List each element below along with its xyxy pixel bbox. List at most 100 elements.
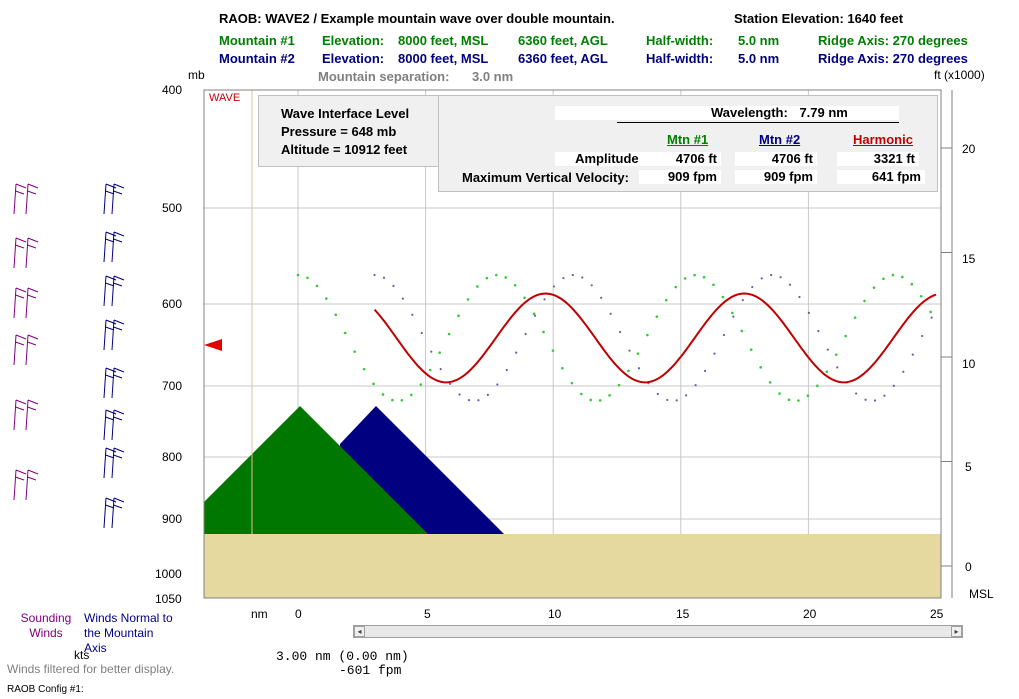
- interface-level-arrow: [204, 339, 222, 351]
- mtn1-wave-dot: [391, 398, 394, 402]
- wind-barb-flag: [105, 183, 117, 189]
- wind-barb-flag: [105, 367, 117, 373]
- wind-barb-flag: [113, 183, 125, 189]
- wind-barb-flag: [15, 244, 25, 249]
- mtn1-wave-dot: [296, 273, 300, 277]
- horizontal-scrollbar[interactable]: ◂ ▸: [353, 625, 963, 638]
- wind-barb-staff: [111, 275, 115, 307]
- wind-barb-flag: [15, 399, 27, 405]
- wind-barb-flag: [15, 406, 25, 411]
- wind-barb-flag: [27, 406, 37, 411]
- mtn2-wave-dot: [382, 276, 386, 279]
- mtn2-wave-dot: [656, 392, 659, 396]
- mtn2-wave-dot: [467, 399, 471, 402]
- wind-barb-flag: [113, 231, 125, 237]
- normal-winds-legend: Winds Normal to the Mountain Axis: [84, 611, 173, 655]
- wind-barb-flag: [105, 504, 115, 509]
- mtn1-wave-dot: [372, 382, 375, 386]
- mtn2-wave-dot: [675, 399, 678, 402]
- mtn2-wave-dot: [458, 393, 461, 396]
- mtn2-wave-dot: [873, 399, 877, 402]
- wind-barb-flag: [113, 416, 123, 421]
- x-tick-0: 0: [295, 607, 302, 621]
- pressure-tick-1000: 1000: [155, 567, 182, 581]
- mtn2-wave-dot: [694, 384, 697, 387]
- pressure-unit-label: mb: [188, 68, 205, 82]
- separation-value: 3.0 nm: [472, 69, 514, 84]
- mtn2-wave-dot: [562, 276, 565, 280]
- pressure-tick-600: 600: [162, 297, 183, 311]
- mtn1-wave-dot: [816, 384, 819, 388]
- vv-mtn2: 909 fpm: [735, 170, 817, 184]
- mtn2-wave-dot: [902, 370, 905, 373]
- mtn1-ridge-axis: Ridge Axis: 270 degrees: [818, 33, 968, 48]
- pressure-tick-700: 700: [162, 379, 183, 393]
- wind-barb-flag: [15, 341, 25, 346]
- wind-barb-flag: [105, 497, 117, 503]
- mtn1-wave-dot: [381, 393, 385, 396]
- wind-barb-staff: [25, 399, 29, 431]
- mtn1-wave-dot: [778, 392, 781, 395]
- mtn2-wave-dot: [930, 316, 933, 319]
- pressure-tick-400: 400: [162, 83, 183, 97]
- altitude-tick-0: 0: [965, 560, 972, 574]
- mtn1-wave-dot: [504, 276, 508, 279]
- mtn2-wave-dot: [855, 392, 858, 395]
- mtn1-wave-dot: [797, 399, 800, 402]
- normal-wind-barbs: [103, 183, 125, 529]
- x-tick-10: 10: [548, 607, 562, 621]
- wind-barb-flag: [15, 183, 27, 189]
- mtn1-wave-dot: [721, 295, 725, 299]
- wind-barb-staff: [111, 319, 115, 351]
- wind-barb-flag: [105, 416, 115, 421]
- mtn1-wave-dot: [646, 333, 649, 337]
- mtn1-wave-dot: [589, 398, 593, 402]
- mtn1-msl: 8000 feet, MSL: [398, 33, 489, 48]
- wind-barb-flag: [113, 454, 123, 459]
- wind-barb-flag: [27, 469, 39, 475]
- wind-barb-flag: [105, 275, 117, 281]
- mtn1-wave-dot: [598, 399, 602, 402]
- mtn1-halfwidth-label: Half-width:: [646, 33, 714, 48]
- mtn1-wave-dot: [768, 381, 772, 384]
- station-elevation: Station Elevation: 1640 feet: [734, 11, 904, 26]
- mtn2-wave-dot: [722, 333, 726, 337]
- mtn2-wave-dot: [401, 297, 404, 300]
- mtn2-name: Mountain #2: [219, 51, 295, 66]
- wind-barb-flag: [27, 237, 39, 243]
- mtn1-wave-dots: [296, 273, 932, 402]
- mtn2-wave-dot: [524, 332, 527, 336]
- mtn1-wave-dot: [891, 273, 895, 277]
- mtn2-wave-dot: [760, 277, 763, 280]
- config-label: RAOB Config #1:: [7, 684, 84, 695]
- sounding-wind-barbs: [13, 183, 39, 501]
- stats-divider: [617, 122, 899, 123]
- mtn2-halfwidth-label: Half-width:: [646, 51, 714, 66]
- wind-barb-flag: [113, 319, 125, 325]
- mtn2-wave-dot: [600, 296, 603, 299]
- wind-barb-flag: [27, 476, 37, 481]
- mtn1-wave-dot: [494, 273, 498, 277]
- pressure-tick-800: 800: [162, 450, 183, 464]
- mtn2-wave-dot: [883, 394, 886, 397]
- mtn2-wave-dot: [836, 366, 839, 369]
- mtn2-wave-dot: [486, 393, 489, 397]
- harmonic-wave-line: [373, 292, 937, 384]
- mtn2-wave-dot: [770, 273, 773, 277]
- altitude-unit-label: ft (x1000): [934, 68, 985, 82]
- mtn1-wave-dot: [608, 394, 611, 397]
- wind-barb-flag: [113, 497, 125, 503]
- velocity-readout: -601 fpm: [339, 663, 402, 678]
- mtn2-wave-dot: [741, 299, 744, 302]
- mtn2-agl: 6360 feet, AGL: [518, 51, 608, 66]
- mtn1-wave-dot: [627, 369, 630, 373]
- mtn1-wave-dot: [485, 276, 489, 280]
- scroll-right-button[interactable]: ▸: [951, 626, 962, 637]
- mtn1-wave-dot: [570, 381, 574, 385]
- wind-barb-staff: [111, 367, 115, 399]
- scroll-left-button[interactable]: ◂: [354, 626, 365, 637]
- mtn1-wave-dot: [428, 368, 432, 372]
- wind-barb-flag: [15, 287, 27, 293]
- mtn1-wave-dot: [447, 332, 451, 336]
- mtn2-wave-dot: [798, 295, 801, 299]
